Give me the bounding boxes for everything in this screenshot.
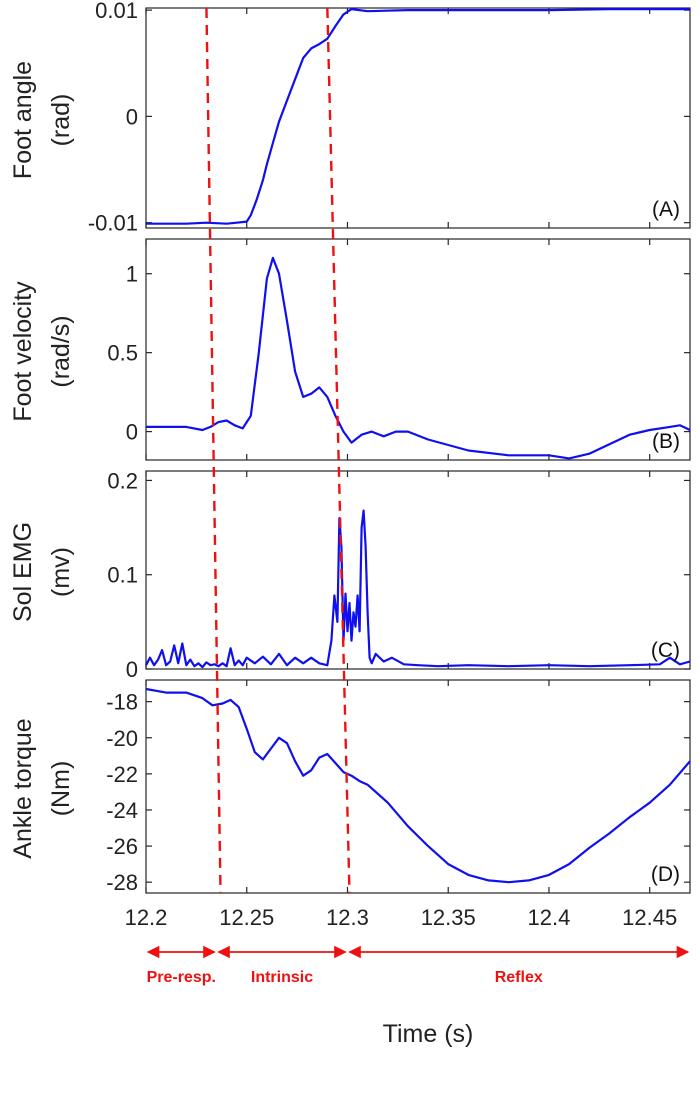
y-tick-label: 0 <box>126 104 138 129</box>
x-tick-label: 12.3 <box>326 905 369 930</box>
axes-frame <box>145 679 691 894</box>
y-tick-label: 0.1 <box>107 563 138 588</box>
y-tick-label: -22 <box>106 762 138 787</box>
panel-b: 0 0.5 1 Foot velocity (rad/s) (B) <box>9 238 691 461</box>
y-tick-label: -26 <box>106 834 138 859</box>
y-axis-label: Ankle torque <box>9 718 37 858</box>
panel-c: 0 0.1 0.2 Sol EMG (mv) (C) <box>9 468 691 682</box>
series-line <box>145 509 691 669</box>
y-tick-label: -18 <box>106 690 138 715</box>
y-tick-label: 0 <box>126 657 138 682</box>
series-line <box>145 687 691 884</box>
axes-frame <box>145 7 691 229</box>
y-axis-unit: (rad/s) <box>47 315 75 387</box>
phase-divider-line <box>326 7 351 894</box>
x-tick-label: 12.2 <box>125 905 168 930</box>
phase-label: Reflex <box>495 969 543 986</box>
panel-label: (B) <box>652 430 680 453</box>
y-tick-label: 0.01 <box>95 0 138 23</box>
y-tick-label: -28 <box>106 870 138 895</box>
x-tick-label: 12.4 <box>528 905 571 930</box>
x-axis-label: Time (s) <box>383 1020 474 1048</box>
panel-label: (D) <box>651 863 680 886</box>
panel-label: (A) <box>652 198 680 221</box>
y-axis-unit: (rad) <box>47 94 75 147</box>
y-tick-label: -0.01 <box>88 211 138 236</box>
axes-frame <box>145 238 691 461</box>
panel-a: -0.01 0 0.01 Foot angle (rad) (A) <box>9 0 691 236</box>
y-tick-label: -20 <box>106 726 138 751</box>
y-tick-label: 1 <box>126 262 138 287</box>
y-axis-label: Foot velocity <box>9 281 37 422</box>
panel-d: -28 -26 -24 -22 -20 -18 Ankle torque (Nm) (D) <box>9 679 691 895</box>
x-tick-label: 12.45 <box>622 905 677 930</box>
y-axis-label: Foot angle <box>9 61 37 179</box>
y-tick-label: 0 <box>126 420 138 445</box>
y-axis-unit: (mv) <box>47 547 75 597</box>
x-tick-label: 12.35 <box>421 905 476 930</box>
y-tick-label: 0.5 <box>107 341 138 366</box>
y-tick-label: 0.2 <box>107 468 138 493</box>
phase-label: Intrinsic <box>251 969 313 986</box>
series-line <box>146 8 690 225</box>
y-axis-label: Sol EMG <box>9 522 37 622</box>
phase-label: Pre-resp. <box>147 969 216 986</box>
phase-divider-line <box>205 7 222 894</box>
y-tick-label: -24 <box>106 798 138 823</box>
series-line <box>146 256 691 460</box>
axes-frame <box>145 470 691 670</box>
y-axis-unit: (Nm) <box>47 761 75 817</box>
panel-label: (C) <box>651 639 680 662</box>
x-tick-label: 12.25 <box>219 905 274 930</box>
